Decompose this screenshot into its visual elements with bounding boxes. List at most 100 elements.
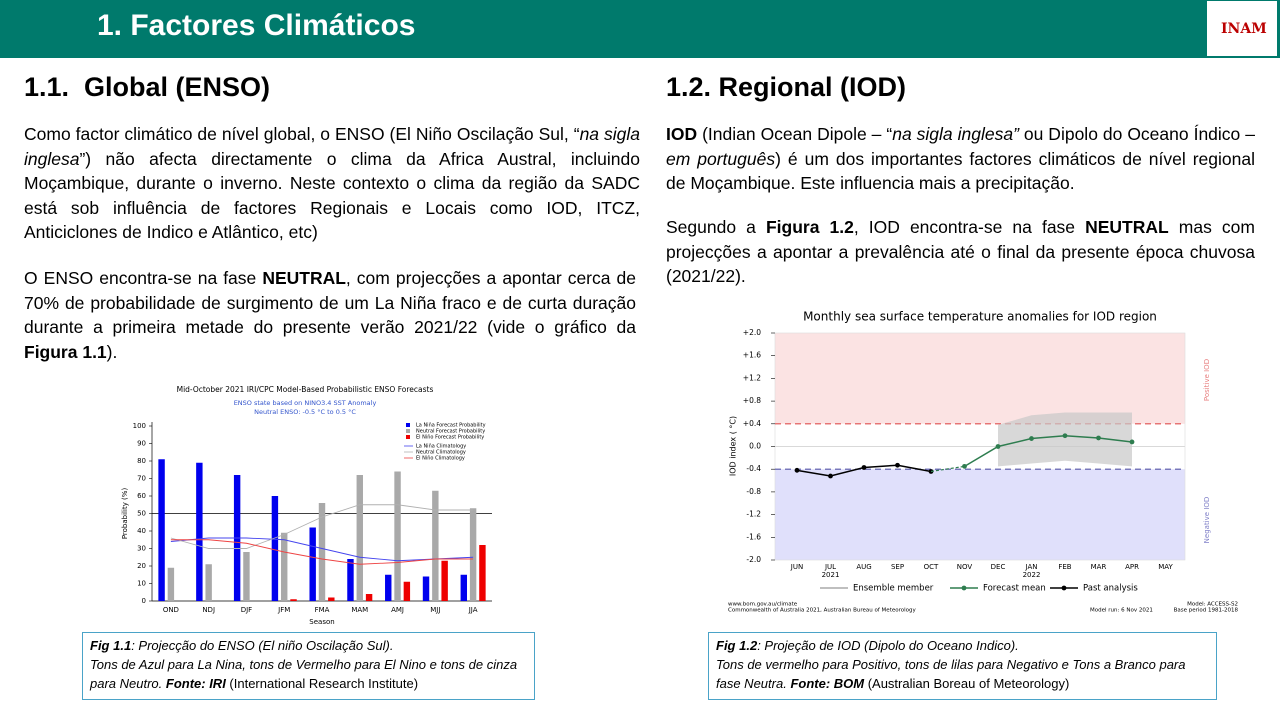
bar — [328, 597, 335, 601]
legend-label: La Niña Climatology — [416, 444, 466, 450]
footer: Base period 1981-2018 — [1174, 608, 1239, 614]
bar — [309, 527, 316, 601]
legend-label: Past analysis — [1083, 584, 1138, 594]
y-tick-label: 0 — [142, 597, 146, 605]
negative-region — [775, 469, 1185, 560]
bar — [271, 496, 279, 601]
text: Tons de Azul para La Nina, tons de Verme… — [90, 657, 518, 691]
text: mas com projecções a apontar a prevalênc… — [666, 217, 1255, 286]
x-tick-label: MJJ — [430, 606, 440, 614]
text: Figura 1.2 — [765, 217, 854, 237]
y-tick-label: -0.8 — [746, 487, 761, 496]
text: em português — [666, 148, 776, 169]
text: Fig 1.2 — [716, 638, 758, 653]
chart-title: Monthly sea surface temperature anomalie… — [803, 310, 1157, 324]
bar — [432, 490, 439, 601]
x-tick-label: SEP — [891, 563, 904, 571]
climatology-line — [170, 537, 474, 562]
text: , com projecções a apontar cerca de 70% … — [24, 268, 636, 337]
point — [1129, 439, 1135, 445]
bar — [290, 599, 297, 601]
text: na sigla inglesa — [24, 124, 640, 169]
legend-label: Neutral Forecast Probability — [416, 429, 485, 435]
paragraph: Segundo a Figura 1.2, IOD encontra-se na… — [666, 215, 1255, 289]
legend-swatch — [961, 585, 967, 591]
paragraph: Como factor climático de nível global, o… — [24, 122, 640, 245]
bar — [460, 574, 468, 601]
text: Figura 1.1 — [24, 341, 107, 362]
slide-title: 1. Factores Climáticos — [97, 9, 416, 42]
positive-region — [775, 333, 1185, 424]
y-tick-label: 0.0 — [749, 442, 761, 451]
x-tick-label: FMA — [315, 606, 330, 614]
legend-swatch — [406, 435, 410, 439]
x-tick-label: NOV — [957, 563, 973, 571]
legend-label: El Niño Climatology — [416, 456, 465, 462]
text: Fonte: IRI — [165, 676, 226, 691]
bar — [196, 462, 203, 601]
point — [1029, 436, 1034, 441]
text: Fonte: BOM — [790, 676, 865, 691]
chart-subtitle: ENSO state based on NINO3.4 SST Anomaly — [234, 399, 377, 407]
point — [895, 462, 900, 468]
y-axis-label: Probability (%) — [121, 488, 129, 540]
y-tick-label: 30 — [137, 545, 146, 553]
y-tick-label: 80 — [137, 457, 146, 465]
climatology-line — [170, 504, 474, 549]
bar — [469, 508, 477, 601]
x-tick-label: AMJ — [391, 606, 404, 614]
y-tick-label: +1.2 — [743, 373, 761, 382]
x-tick-label: JFM — [277, 606, 290, 614]
x-tick-label: APR — [1125, 563, 1139, 571]
footer: www.bom.gov.au/climate — [728, 602, 798, 608]
y-tick-label: +0.4 — [743, 419, 761, 428]
bar — [441, 560, 448, 601]
footer: Commonwealth of Australia 2021, Australi… — [728, 608, 916, 614]
point — [995, 444, 1001, 449]
bar — [347, 559, 354, 601]
bar — [167, 567, 175, 601]
y-tick-label: 90 — [137, 440, 146, 448]
y-tick-label: 60 — [137, 492, 146, 500]
legend-label: Ensemble member — [853, 584, 934, 594]
x-tick-label: JAN — [1025, 563, 1038, 571]
x-tick-label: OCT — [924, 563, 939, 571]
bar — [365, 594, 373, 601]
logo: INAM — [1207, 1, 1277, 56]
section-heading: 1.1. Global (ENSO) — [24, 72, 271, 102]
y-axis-label: IOD index ( °C) — [729, 416, 738, 476]
text: ”) não afecta directamente o clima da Af… — [24, 148, 640, 243]
x-tick-label: JUN — [790, 563, 803, 571]
legend-label: La Niña Forecast Probability — [416, 423, 486, 429]
y-tick-label: +1.6 — [743, 351, 761, 360]
logo-text: INAM — [1221, 21, 1267, 37]
text: NEUTRAL — [1085, 217, 1169, 237]
y-tick-label: -1.6 — [746, 532, 761, 541]
text: : Projeção de IOD (Dipolo do Oceano Indi… — [757, 638, 1019, 653]
y-tick-label: -0.4 — [746, 464, 761, 473]
legend-label: Neutral Climatology — [416, 450, 466, 456]
text: Fig 1.1 — [90, 638, 132, 653]
y-tick-label: -1.2 — [746, 510, 761, 519]
text: (Australian Boreau of Meteorology) — [864, 676, 1070, 691]
x-tick-label: MAM — [351, 606, 368, 614]
bar — [422, 576, 430, 601]
point — [962, 463, 967, 469]
bar — [394, 471, 401, 601]
chart-title: Mid-October 2021 IRI/CPC Model-Based Pro… — [177, 385, 434, 394]
text: Como factor climático de nível global, o… — [24, 124, 580, 144]
series-line — [964, 434, 1133, 468]
x-tick-label: JUL — [824, 563, 836, 571]
bar — [281, 532, 288, 601]
y-tick-label: 50 — [137, 510, 146, 518]
connector — [930, 465, 965, 473]
y-tick-label: -2.0 — [746, 555, 761, 564]
charts: Mid-October 2021 IRI/CPC Model-Based Pro… — [121, 310, 1239, 627]
text: NEUTRAL — [262, 268, 346, 288]
x-tick-label: DEC — [991, 563, 1006, 571]
point — [1096, 435, 1101, 441]
caption: Fig 1.2: Projeção de IOD (Dipolo do Ocea… — [708, 632, 1217, 700]
text: ) é um dos importantes factores climátic… — [666, 148, 1255, 194]
paragraph: IOD (Indian Ocean Dipole – “na sigla ing… — [666, 122, 1255, 196]
